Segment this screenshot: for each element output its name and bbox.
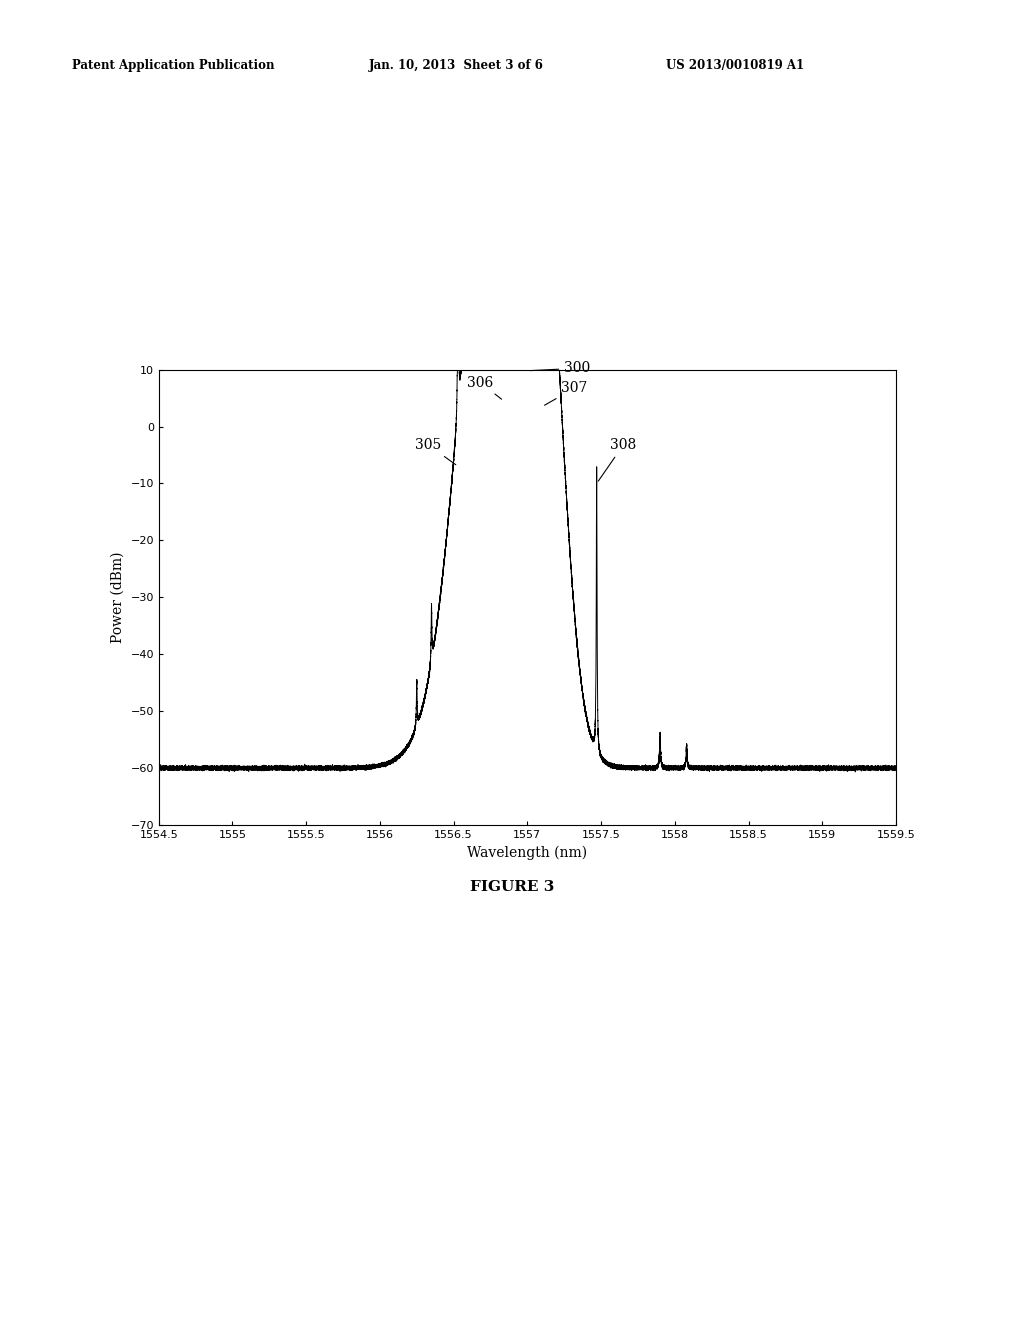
Text: FIGURE 3: FIGURE 3 xyxy=(470,880,554,894)
Text: 306: 306 xyxy=(467,375,502,399)
Text: 307: 307 xyxy=(545,381,588,405)
Text: Patent Application Publication: Patent Application Publication xyxy=(72,59,274,73)
Text: 308: 308 xyxy=(598,438,636,482)
Text: US 2013/0010819 A1: US 2013/0010819 A1 xyxy=(666,59,804,73)
Y-axis label: Power (dBm): Power (dBm) xyxy=(111,552,125,643)
X-axis label: Wavelength (nm): Wavelength (nm) xyxy=(467,845,588,859)
Text: Jan. 10, 2013  Sheet 3 of 6: Jan. 10, 2013 Sheet 3 of 6 xyxy=(369,59,544,73)
Text: 305: 305 xyxy=(416,438,456,465)
Text: 300: 300 xyxy=(530,362,591,375)
